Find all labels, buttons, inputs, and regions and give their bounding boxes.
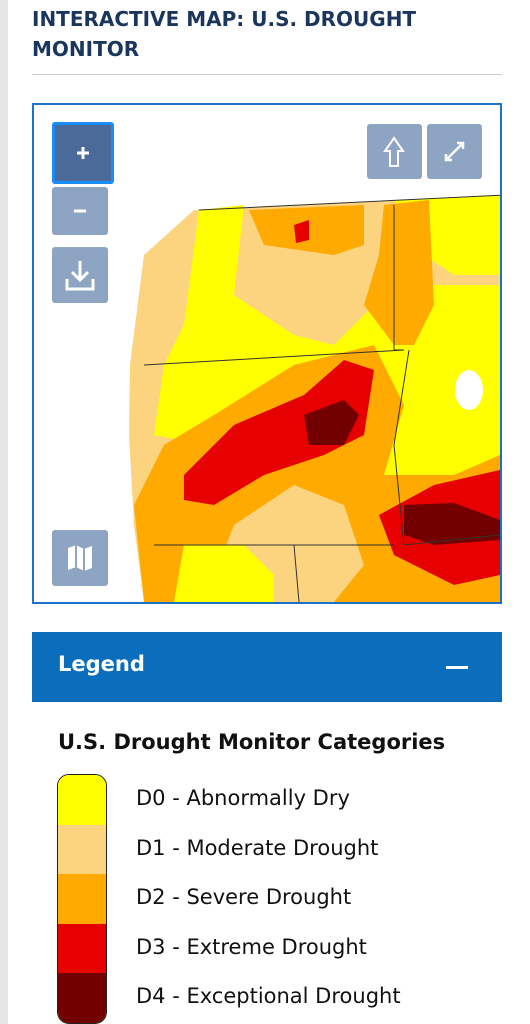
legend-label: D1 - Moderate Drought — [136, 835, 379, 860]
divider — [32, 74, 502, 75]
state-borders — [143, 194, 500, 602]
minus-icon — [74, 209, 86, 213]
download-icon — [65, 261, 95, 291]
legend-label: D2 - Severe Drought — [136, 885, 352, 909]
page-title: INTERACTIVE MAP: U.S. DROUGHT MONITOR — [32, 7, 417, 61]
region-d4b — [404, 503, 500, 545]
collapse-icon[interactable] — [446, 666, 468, 669]
legend-swatch — [58, 923, 106, 973]
legend-swatch — [58, 775, 106, 825]
legend-label: D3 - Extreme Drought — [136, 934, 367, 959]
basemap-button[interactable] — [52, 530, 108, 586]
lake — [455, 370, 483, 410]
map — [32, 103, 502, 604]
legend-swatch — [58, 874, 106, 924]
north-icon — [383, 136, 405, 167]
legend-label: D4 - Exceptional Drought — [136, 984, 401, 1008]
legend-swatch — [58, 824, 106, 874]
legend-label: D0 - Abnormally Dry — [136, 786, 350, 810]
fullscreen-icon — [444, 141, 465, 162]
legend-heading: U.S. Drought Monitor Categories — [58, 730, 446, 754]
side-strip — [0, 0, 8, 1024]
north-button[interactable] — [367, 124, 422, 179]
legend-title: Legend — [58, 652, 145, 676]
zoom-in-button[interactable] — [52, 122, 114, 184]
region-d3c — [294, 220, 309, 243]
legend-swatch — [58, 973, 106, 1023]
swatch-group — [57, 774, 107, 1024]
region-d2b — [364, 200, 434, 345]
legend-header[interactable]: Legend — [32, 632, 502, 702]
plus-icon — [77, 147, 89, 159]
region-d3a — [184, 360, 374, 505]
fullscreen-button[interactable] — [427, 124, 482, 179]
region-d4a — [304, 400, 359, 445]
map-canvas — [129, 194, 500, 602]
download-button[interactable] — [52, 247, 108, 303]
zoom-out-button[interactable] — [52, 187, 108, 235]
region-d0c — [174, 545, 274, 602]
map-icon — [68, 545, 92, 571]
